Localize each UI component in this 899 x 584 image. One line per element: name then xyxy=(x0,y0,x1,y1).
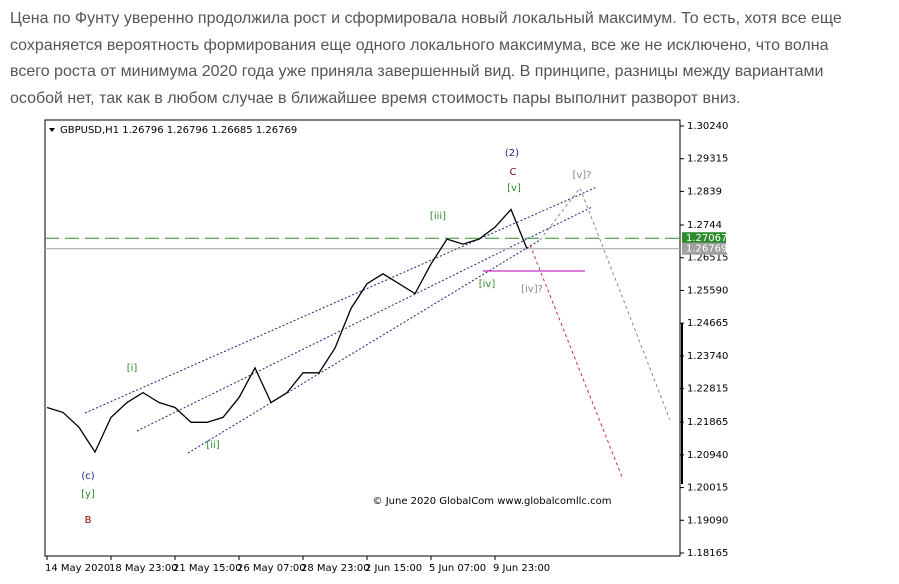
annotation: [v] xyxy=(507,183,521,194)
annotation: C xyxy=(510,167,517,178)
price-label: 1.27067 xyxy=(686,233,727,244)
channel xyxy=(84,186,598,454)
annotation: [i] xyxy=(127,363,138,374)
x-tick-label: 21 May 15:00 xyxy=(173,563,242,574)
annotation: [v]? xyxy=(572,170,591,181)
y-tick-label: 1.23740 xyxy=(687,351,728,362)
article-text: Цена по Фунту уверенно продолжила рост и… xyxy=(10,6,890,112)
x-tick-label: 18 May 23:00 xyxy=(109,563,178,574)
y-tick-label: 1.26515 xyxy=(687,253,728,264)
y-tick-label: 1.20940 xyxy=(687,450,728,461)
annotation: © June 2020 GlobalCom www.globalcomllc.c… xyxy=(373,496,612,507)
annotation: [y] xyxy=(81,489,95,500)
y-tick-label: 1.2744 xyxy=(687,220,722,231)
annotation: (c) xyxy=(81,471,94,482)
y-tick-label: 1.19090 xyxy=(687,515,728,526)
channel-line xyxy=(187,239,541,454)
y-tick-label: 1.21865 xyxy=(687,417,728,428)
y-tick-label: 1.22815 xyxy=(687,384,728,395)
text-line: особой нет, так как в любом случае в бли… xyxy=(10,89,741,107)
x-tick-label: 14 May 2020 xyxy=(45,563,110,574)
plot-frame xyxy=(44,119,681,557)
annotation: [iv]? xyxy=(521,284,543,295)
price-label-box xyxy=(682,242,726,255)
y-tick-label: 1.2839 xyxy=(687,186,722,197)
projection-red xyxy=(529,244,623,478)
price-label-box xyxy=(682,232,726,245)
y-tick-label: 1.18165 xyxy=(687,548,728,559)
annotation: (2) xyxy=(505,148,519,159)
x-tick-label: 2 Jun 15:00 xyxy=(365,563,422,574)
annotation: B xyxy=(85,515,92,526)
x-tick-label: 5 Jun 07:00 xyxy=(429,563,486,574)
y-tick-label: 1.29315 xyxy=(687,154,728,165)
y-tick-label: 1.20015 xyxy=(687,483,728,494)
menu-arrow xyxy=(49,128,55,132)
x-tick-label: 9 Jun 23:00 xyxy=(493,563,550,574)
text-line: Цена по Фунту уверенно продолжила рост и… xyxy=(10,10,842,27)
channel-line xyxy=(136,206,593,432)
price-label: 1.26769 xyxy=(686,244,727,255)
projection-gray xyxy=(539,186,671,421)
text-line: всего роста от минимума 2020 года уже пр… xyxy=(10,63,824,80)
text-line: сохраняется вероятность формирования еще… xyxy=(10,36,829,54)
chart-title: GBPUSD,H1 1.26796 1.26796 1.26685 1.2676… xyxy=(60,125,297,136)
y-tick-label: 1.24665 xyxy=(687,318,728,329)
x-tick-label: 26 May 07:00 xyxy=(237,563,306,574)
annotation: [ii] xyxy=(206,440,219,451)
price-line xyxy=(46,208,528,454)
x-tick-label: 28 May 23:00 xyxy=(301,563,370,574)
y-tick-label: 1.25590 xyxy=(687,285,728,296)
channel-line xyxy=(84,186,598,414)
annotation: [iii] xyxy=(430,211,446,222)
annotation: [iv] xyxy=(479,279,496,290)
y-tick-label: 1.30240 xyxy=(687,121,728,132)
